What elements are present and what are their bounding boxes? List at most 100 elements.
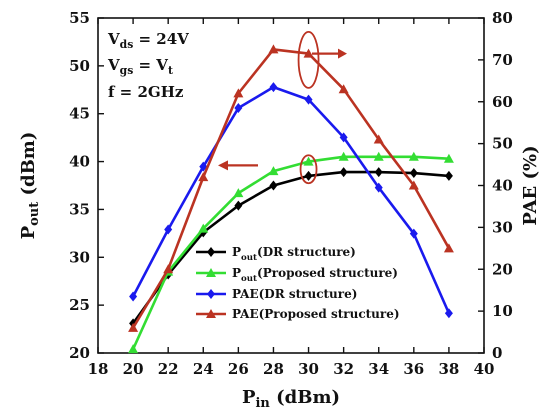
legend-label-0-sub: out (241, 253, 257, 263)
data-point (234, 103, 243, 114)
data-point (129, 291, 138, 302)
data-point (128, 322, 139, 332)
data-point (269, 180, 278, 191)
y-left-tick-label: 45 (69, 105, 90, 123)
data-point (164, 224, 173, 235)
condition-annotation-0-rest: = 24V (133, 30, 189, 48)
data-series (128, 44, 454, 354)
legend: Pout(DR structure)Pout(Proposed structur… (196, 245, 400, 321)
series-3 (128, 44, 454, 332)
data-point (443, 153, 454, 163)
y-right-tick-label: 30 (492, 218, 513, 236)
y-left-tick-label: 20 (69, 344, 90, 362)
data-point (339, 132, 348, 143)
condition-annotation-1: Vgs = Vt (107, 56, 173, 77)
data-point (303, 156, 314, 166)
legend-label-0-main: P (232, 245, 241, 259)
legend-label-3-main: PAE(Proposed structure) (232, 307, 400, 321)
y-left-tick-label: 25 (69, 296, 90, 314)
data-point (339, 167, 348, 178)
y-left-axis-title-sub: out (27, 202, 42, 226)
legend-label-1-rest: (Proposed structure) (257, 266, 398, 280)
condition-annotation-1-sub2: t (168, 64, 173, 77)
y-right-tick-label: 20 (492, 260, 513, 278)
data-point (304, 94, 313, 105)
y-left-tick-label: 40 (69, 153, 90, 171)
legend-label-3: PAE(Proposed structure) (232, 307, 400, 321)
condition-annotation-2: f = 2GHz (108, 83, 184, 101)
x-tick-label: 20 (123, 360, 144, 378)
data-point (269, 82, 278, 93)
y-right-tick-label: 0 (492, 344, 502, 362)
legend-swatch-marker (207, 247, 215, 257)
x-tick-label: 32 (333, 360, 354, 378)
x-tick-label: 22 (158, 360, 179, 378)
y-left-tick-label: 30 (69, 248, 90, 266)
y-right-axis-title: PAE (%) (520, 145, 541, 225)
y-right-tick-label: 60 (492, 93, 513, 111)
data-point (409, 228, 418, 239)
x-tick-label: 40 (474, 360, 495, 378)
data-point (303, 48, 314, 58)
data-point (338, 84, 349, 94)
condition-annotation-0: Vds = 24V (107, 30, 189, 51)
x-axis-title-rest: (dBm) (270, 387, 340, 408)
right-arrow-head (338, 48, 347, 59)
data-point (163, 264, 174, 274)
axes-ticks: 18 20 22 24 26 28 30 32 34 36 38 402025303540455055… (69, 9, 513, 378)
data-point (443, 243, 454, 253)
legend-swatch-marker (207, 289, 215, 299)
y-left-tick-label: 55 (69, 9, 90, 27)
axis-titles: Pin (dBm)Pout (dBm) PAE (%) (18, 132, 541, 411)
y-left-tick-label: 35 (69, 200, 90, 218)
pout-highlight-ellipse (299, 154, 318, 185)
y-right-tick-label: 50 (492, 135, 513, 153)
condition-annotation-1-rest: = V (133, 56, 168, 74)
series-line (131, 85, 451, 314)
y-right-tick-label: 80 (492, 9, 513, 27)
legend-label-0-rest: (DR structure) (257, 245, 356, 259)
data-point (268, 166, 279, 176)
legend-swatch-marker (206, 268, 216, 277)
condition-annotation-0-main: V (107, 30, 120, 48)
x-tick-label: 26 (228, 360, 249, 378)
y-left-axis-title-rest: (dBm) (18, 132, 39, 202)
x-axis-title-main: P (242, 387, 256, 408)
data-point (198, 223, 209, 233)
y-left-tick-label: 50 (69, 57, 90, 75)
condition-annotation-2-main: f = 2GHz (108, 83, 184, 101)
x-tick-label: 28 (263, 360, 284, 378)
legend-label-1-main: P (232, 266, 241, 280)
data-point (374, 182, 383, 193)
data-point (408, 151, 419, 161)
legend-label-1-sub: out (241, 274, 257, 284)
x-tick-label: 18 (88, 360, 109, 378)
condition-annotation-1-sub: gs (120, 64, 134, 77)
data-point (198, 172, 209, 182)
data-point (373, 151, 384, 161)
y-left-axis-title: Pout (dBm) (18, 132, 42, 240)
data-point (409, 168, 418, 179)
y-right-tick-label: 10 (492, 302, 513, 320)
data-point (233, 88, 244, 98)
series-line (132, 170, 450, 325)
x-tick-label: 36 (403, 360, 424, 378)
condition-annotation-0-sub: ds (120, 38, 134, 51)
pae-highlight-ellipse (297, 30, 320, 89)
y-left-axis-title-main: P (18, 225, 39, 239)
x-tick-label: 38 (438, 360, 459, 378)
data-point (233, 188, 244, 198)
data-point (373, 134, 384, 144)
series-line (131, 155, 449, 350)
x-axis-title-sub: in (256, 396, 271, 411)
legend-label-2: PAE(DR structure) (232, 287, 357, 301)
data-point (268, 44, 279, 54)
x-axis-title: Pin (dBm) (242, 387, 340, 411)
x-tick-label: 34 (368, 360, 389, 378)
y-right-tick-label: 40 (492, 177, 513, 195)
legend-label-2-main: PAE(DR structure) (232, 287, 357, 301)
data-point (304, 170, 313, 181)
data-point (234, 200, 243, 211)
data-point (128, 344, 139, 354)
